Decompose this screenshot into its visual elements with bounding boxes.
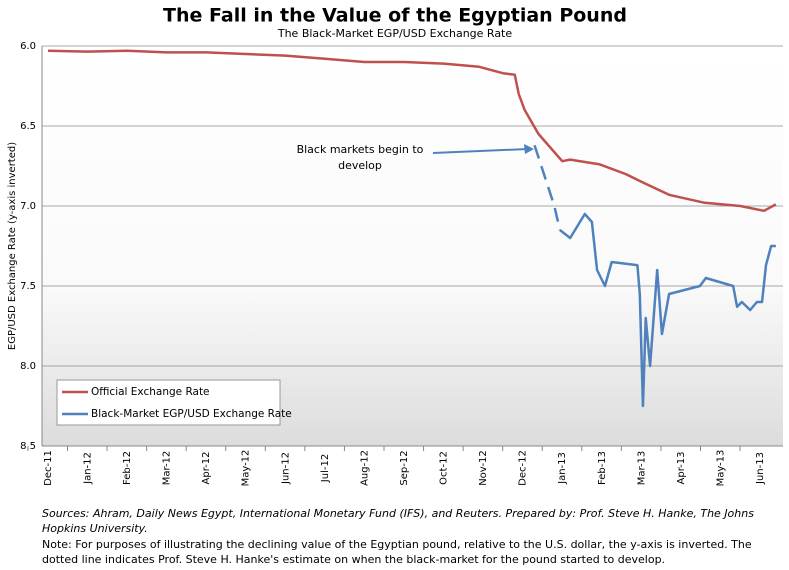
x-tick-label: May-12 <box>241 450 252 487</box>
x-tick-label: Jun-13 <box>755 452 766 485</box>
annotation-arrowhead <box>524 144 534 154</box>
x-tick-label: Apr-12 <box>201 452 212 485</box>
chart-subtitle: The Black-Market EGP/USD Exchange Rate <box>277 27 513 40</box>
x-tick-label: May-13 <box>715 450 726 487</box>
x-tick-label: Mar-13 <box>636 451 647 486</box>
x-tick-label: Apr-13 <box>676 452 687 485</box>
series-line <box>47 49 777 213</box>
chart: The Fall in the Value of the Egyptian Po… <box>7 5 783 487</box>
x-tick-label: Mar-12 <box>162 451 173 486</box>
x-tick-label: Oct-12 <box>439 451 450 485</box>
x-tick-label: Jan-12 <box>82 452 93 485</box>
x-tick-label: Jun-12 <box>280 452 291 485</box>
y-tick-label: 6.5 <box>20 121 36 132</box>
y-tick-label: 7.5 <box>20 281 36 292</box>
series-line <box>559 212 776 408</box>
sources: Sources: Ahram, Daily News Egypt, Intern… <box>42 507 754 535</box>
x-tick-label: Aug-12 <box>359 450 370 486</box>
legend-label: Official Exchange Rate <box>91 386 210 398</box>
y-tick-label: 7.0 <box>20 201 36 212</box>
annotation-arrow <box>432 148 529 154</box>
chart-title: The Fall in the Value of the Egyptian Po… <box>163 5 627 27</box>
x-tick-label: Dec-12 <box>518 450 529 486</box>
plot-area <box>42 46 783 446</box>
legend-label: Black-Market EGP/USD Exchange Rate <box>91 408 292 420</box>
legend-box <box>56 379 281 426</box>
y-tick-label: 8.0 <box>20 361 36 372</box>
x-tick-label: Feb-13 <box>597 451 608 485</box>
x-tick-label: Sep-12 <box>399 450 410 485</box>
x-tick-label: Jan-13 <box>557 452 568 485</box>
x-tick-label: Jul-12 <box>320 454 331 483</box>
x-tick-label: Dec-11 <box>43 450 54 486</box>
note: Note: For purposes of illustrating the d… <box>42 538 752 566</box>
annotation: Black markets begin to develop <box>297 143 424 172</box>
y-axis-label: EGP/USD Exchange Rate (y-axis inverted) <box>7 142 18 350</box>
x-tick-label: Feb-12 <box>122 451 133 485</box>
y-tick-label: 6.0 <box>20 41 36 52</box>
x-tick-label: Nov-12 <box>478 450 489 486</box>
